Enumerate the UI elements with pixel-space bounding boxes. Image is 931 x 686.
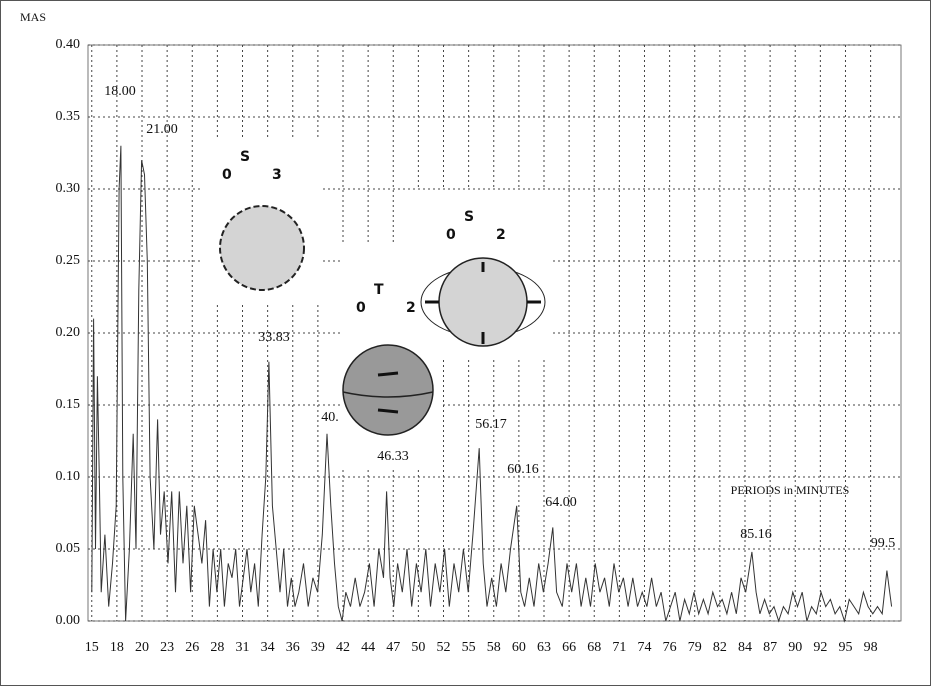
x-tick-label: 98	[864, 640, 878, 655]
x-tick-label: 31	[236, 640, 250, 655]
sphere	[343, 345, 433, 435]
x-tick-label: 26	[185, 640, 199, 655]
peak-label: 46.33	[377, 449, 409, 464]
peak-label: 99.5	[871, 536, 896, 551]
x-tick-label: 58	[487, 640, 501, 655]
x-tick-label: 34	[261, 640, 275, 655]
x-tick-label: 23	[160, 640, 174, 655]
sphere	[220, 206, 304, 290]
peak-label: 56.17	[475, 417, 507, 432]
peak-label: 60.16	[507, 462, 539, 477]
x-tick-label: 95	[838, 640, 852, 655]
x-tick-label: 18	[110, 640, 124, 655]
y-tick-label: 0.05	[56, 541, 81, 556]
x-tick-label: 15	[85, 640, 99, 655]
x-tick-label: 63	[537, 640, 551, 655]
mode-suffix: 3	[272, 167, 282, 183]
x-tick-label: 39	[311, 640, 325, 655]
chart: MAS PERIODS in MINUTES 0.00 0.05 0.10 0.15 0…	[0, 0, 931, 686]
y-tick-label: 0.35	[56, 109, 81, 124]
y-tick-label: 0.15	[56, 397, 81, 412]
y-tick-label: 0.40	[56, 37, 81, 52]
y-tick-label: 0.10	[56, 469, 81, 484]
y-tick-label: 0.20	[56, 325, 81, 340]
x-tick-label: 79	[688, 640, 702, 655]
x-tick-label: 20	[135, 640, 149, 655]
x-tick-label: 60	[512, 640, 526, 655]
y-tick-label: 0.30	[56, 181, 81, 196]
peak-label: 18.00	[104, 84, 136, 99]
peak-label: 33.83	[258, 330, 290, 345]
x-tick-label: 76	[663, 640, 677, 655]
x-tick-label: 28	[210, 640, 224, 655]
peak-label: 85.16	[740, 527, 772, 542]
x-tick-label: 42	[336, 640, 350, 655]
peak-label: 64.00	[545, 495, 577, 510]
x-tick-label: 50	[411, 640, 425, 655]
peak-label: 21.00	[146, 122, 178, 137]
x-tick-label: 74	[637, 640, 651, 655]
x-axis-label: PERIODS in MINUTES	[731, 483, 850, 497]
mode-prefix: 0	[356, 300, 366, 316]
x-tick-label: 84	[738, 640, 752, 655]
peak-label: 40.	[321, 410, 339, 425]
x-tick-label: 47	[386, 640, 400, 655]
mode-letter: S	[240, 149, 250, 165]
x-tick-label: 71	[612, 640, 626, 655]
mode-suffix: 2	[496, 227, 506, 243]
x-tick-label: 52	[436, 640, 450, 655]
x-tick-label: 87	[763, 640, 777, 655]
x-tick-label: 92	[813, 640, 827, 655]
x-tick-label: 36	[286, 640, 300, 655]
x-tick-label: 44	[361, 640, 375, 655]
x-tick-label: 66	[562, 640, 576, 655]
y-tick-label: 0.25	[56, 253, 81, 268]
x-tick-label: 68	[587, 640, 601, 655]
x-tick-label: 55	[462, 640, 476, 655]
x-tick-label: 90	[788, 640, 802, 655]
mode-letter: T	[374, 282, 384, 298]
mode-suffix: 2	[406, 300, 416, 316]
y-axis-label: MAS	[20, 10, 46, 24]
mode-prefix: 0	[446, 227, 456, 243]
y-tick-label: 0.00	[56, 613, 81, 628]
mode-prefix: 0	[222, 167, 232, 183]
x-tick-label: 82	[713, 640, 727, 655]
mode-letter: S	[464, 209, 474, 225]
